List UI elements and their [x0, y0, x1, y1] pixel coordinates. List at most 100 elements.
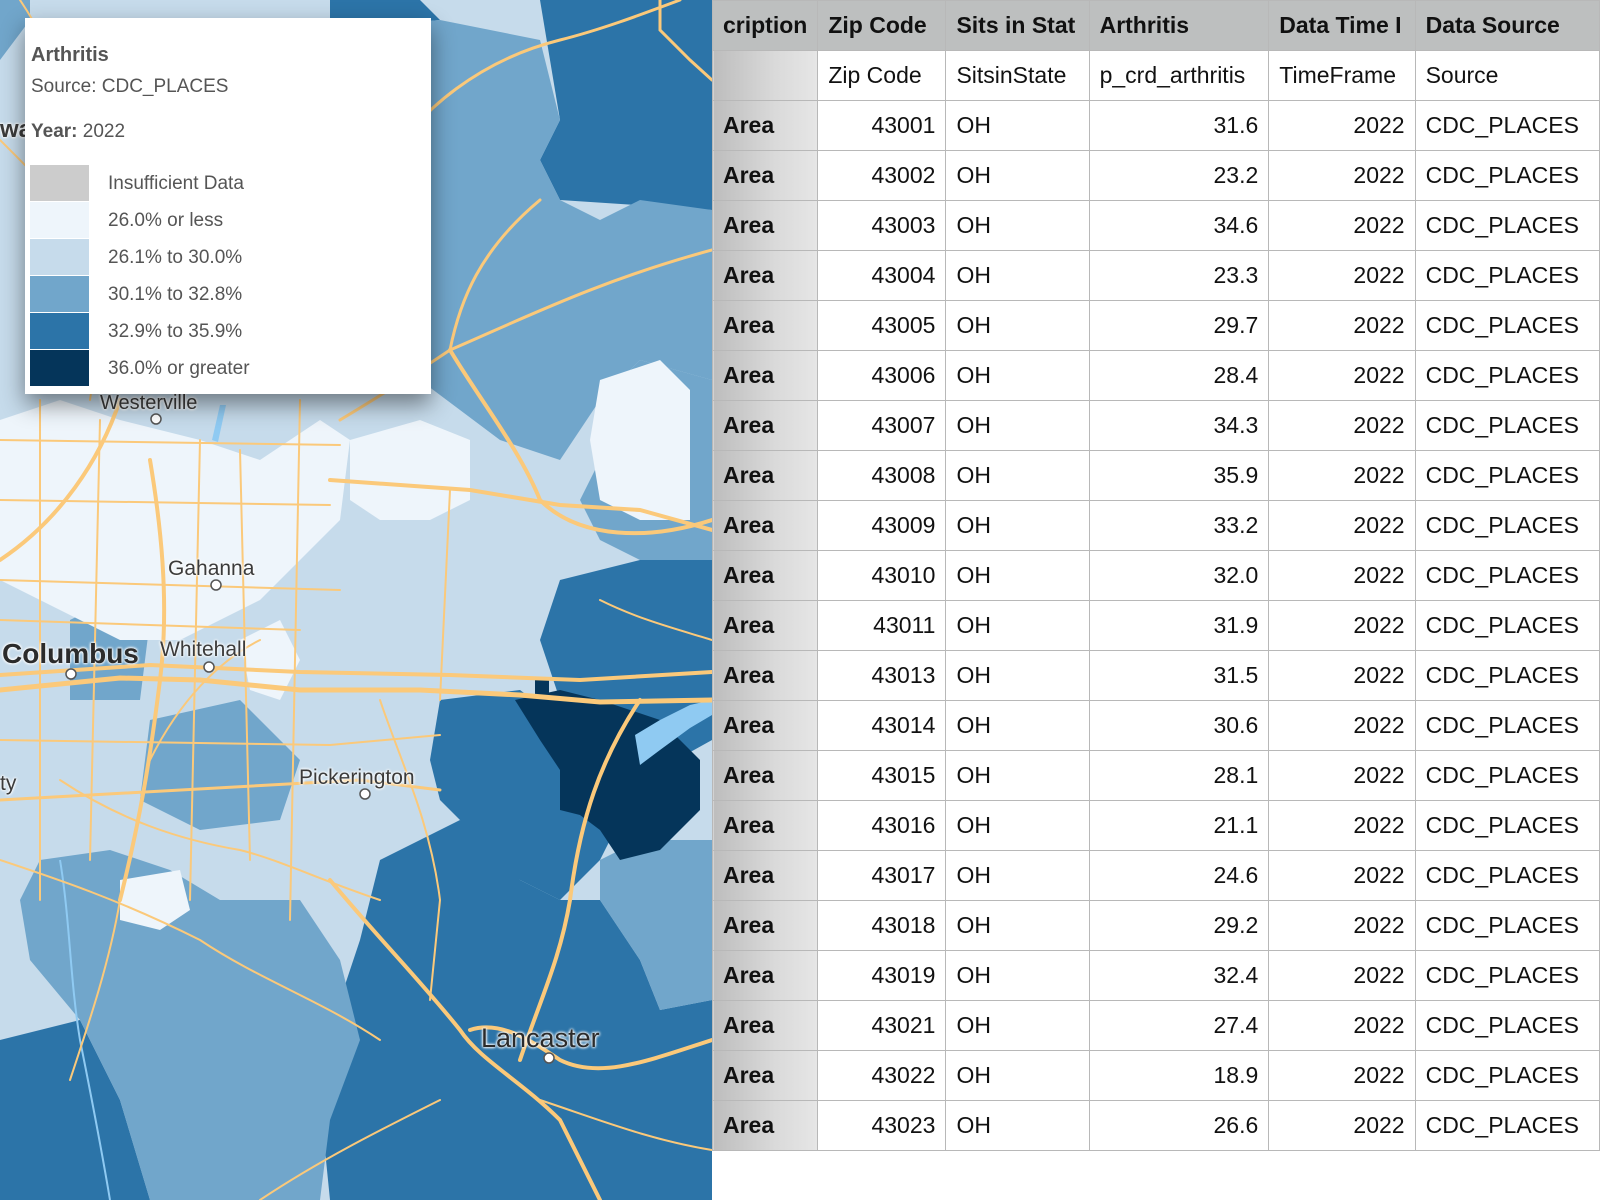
cell-zip-code[interactable]: 43003 [817, 200, 947, 251]
cell-sits-in-state[interactable]: OH [945, 300, 1090, 351]
cell-data-time[interactable]: 2022 [1268, 650, 1416, 701]
cell-data-time[interactable]: 2022 [1268, 350, 1416, 401]
cell-data-source[interactable]: CDC_PLACES [1414, 100, 1600, 151]
cell-description[interactable]: Area [712, 550, 819, 601]
cell-arthritis[interactable]: 29.7 [1088, 300, 1270, 351]
cell-arthritis[interactable]: 34.6 [1088, 200, 1270, 251]
cell-zip-code[interactable]: 43022 [817, 1050, 947, 1101]
field-name-arthritis[interactable]: p_crd_arthritis [1088, 50, 1270, 101]
cell-description[interactable]: Area [712, 750, 819, 801]
cell-data-source[interactable]: CDC_PLACES [1414, 250, 1600, 301]
cell-arthritis[interactable]: 28.4 [1088, 350, 1270, 401]
cell-description[interactable]: Area [712, 450, 819, 501]
field-name-data-source[interactable]: Source [1414, 50, 1600, 101]
cell-data-time[interactable]: 2022 [1268, 1100, 1416, 1151]
cell-sits-in-state[interactable]: OH [945, 850, 1090, 901]
cell-description[interactable]: Area [712, 400, 819, 451]
cell-description[interactable]: Area [712, 900, 819, 951]
cell-data-time[interactable]: 2022 [1268, 550, 1416, 601]
cell-arthritis[interactable]: 31.6 [1088, 100, 1270, 151]
cell-data-time[interactable]: 2022 [1268, 100, 1416, 151]
zip-regions-26-or-less[interactable] [0, 360, 690, 930]
cell-arthritis[interactable]: 28.1 [1088, 750, 1270, 801]
cell-zip-code[interactable]: 43021 [817, 1000, 947, 1051]
cell-data-time[interactable]: 2022 [1268, 850, 1416, 901]
cell-zip-code[interactable]: 43004 [817, 250, 947, 301]
cell-data-source[interactable]: CDC_PLACES [1414, 150, 1600, 201]
table-row[interactable]: Area 43007 OH 34.3 2022 CDC_PLACES [712, 400, 1600, 451]
table-row[interactable]: Area 43003 OH 34.6 2022 CDC_PLACES [712, 200, 1600, 251]
column-header-sits-in-state[interactable]: Sits in Stat [945, 0, 1090, 51]
cell-data-time[interactable]: 2022 [1268, 800, 1416, 851]
table-row[interactable]: Area 43014 OH 30.6 2022 CDC_PLACES [712, 700, 1600, 751]
cell-sits-in-state[interactable]: OH [945, 150, 1090, 201]
cell-data-source[interactable]: CDC_PLACES [1414, 1000, 1600, 1051]
cell-arthritis[interactable]: 23.3 [1088, 250, 1270, 301]
cell-data-source[interactable]: CDC_PLACES [1414, 750, 1600, 801]
cell-data-time[interactable]: 2022 [1268, 1050, 1416, 1101]
cell-sits-in-state[interactable]: OH [945, 500, 1090, 551]
cell-arthritis[interactable]: 34.3 [1088, 400, 1270, 451]
table-row[interactable]: Area 43016 OH 21.1 2022 CDC_PLACES [712, 800, 1600, 851]
table-row[interactable]: Area 43018 OH 29.2 2022 CDC_PLACES [712, 900, 1600, 951]
cell-data-time[interactable]: 2022 [1268, 300, 1416, 351]
cell-arthritis[interactable]: 32.4 [1088, 950, 1270, 1001]
cell-sits-in-state[interactable]: OH [945, 550, 1090, 601]
cell-description[interactable]: Area [712, 150, 819, 201]
table-row[interactable]: Area 43006 OH 28.4 2022 CDC_PLACES [712, 350, 1600, 401]
cell-data-source[interactable]: CDC_PLACES [1414, 700, 1600, 751]
cell-zip-code[interactable]: 43007 [817, 400, 947, 451]
cell-sits-in-state[interactable]: OH [945, 450, 1090, 501]
table-row[interactable]: Area 43008 OH 35.9 2022 CDC_PLACES [712, 450, 1600, 501]
choropleth-map[interactable]: Westerville Gahanna Columbus Whitehall P… [0, 0, 712, 1200]
table-row[interactable]: Area 43009 OH 33.2 2022 CDC_PLACES [712, 500, 1600, 551]
cell-arthritis[interactable]: 26.6 [1088, 1100, 1270, 1151]
cell-arthritis[interactable]: 18.9 [1088, 1050, 1270, 1101]
cell-data-source[interactable]: CDC_PLACES [1414, 950, 1600, 1001]
cell-description[interactable]: Area [712, 100, 819, 151]
cell-zip-code[interactable]: 43011 [817, 600, 947, 651]
column-header-zip-code[interactable]: Zip Code [817, 0, 947, 51]
cell-sits-in-state[interactable]: OH [945, 900, 1090, 951]
cell-data-source[interactable]: CDC_PLACES [1414, 650, 1600, 701]
cell-description[interactable]: Area [712, 1000, 819, 1051]
cell-sits-in-state[interactable]: OH [945, 400, 1090, 451]
cell-description[interactable]: Area [712, 500, 819, 551]
cell-data-source[interactable]: CDC_PLACES [1414, 550, 1600, 601]
cell-data-source[interactable]: CDC_PLACES [1414, 200, 1600, 251]
cell-data-source[interactable]: CDC_PLACES [1414, 350, 1600, 401]
table-row[interactable]: Area 43005 OH 29.7 2022 CDC_PLACES [712, 300, 1600, 351]
cell-data-time[interactable]: 2022 [1268, 1000, 1416, 1051]
cell-description[interactable]: Area [712, 950, 819, 1001]
cell-data-time[interactable]: 2022 [1268, 400, 1416, 451]
cell-description[interactable]: Area [712, 800, 819, 851]
cell-zip-code[interactable]: 43019 [817, 950, 947, 1001]
cell-description[interactable]: Area [712, 1050, 819, 1101]
attribute-table[interactable]: cription Zip Code Sits in Stat Arthritis Dat… [712, 0, 1600, 1151]
cell-arthritis[interactable]: 33.2 [1088, 500, 1270, 551]
table-row[interactable]: Area 43022 OH 18.9 2022 CDC_PLACES [712, 1050, 1600, 1101]
cell-arthritis[interactable]: 32.0 [1088, 550, 1270, 601]
cell-arthritis[interactable]: 35.9 [1088, 450, 1270, 501]
cell-zip-code[interactable]: 43002 [817, 150, 947, 201]
cell-sits-in-state[interactable]: OH [945, 750, 1090, 801]
cell-data-source[interactable]: CDC_PLACES [1414, 800, 1600, 851]
cell-arthritis[interactable]: 24.6 [1088, 850, 1270, 901]
cell-description[interactable]: Area [712, 700, 819, 751]
cell-arthritis[interactable]: 31.9 [1088, 600, 1270, 651]
cell-data-time[interactable]: 2022 [1268, 750, 1416, 801]
cell-sits-in-state[interactable]: OH [945, 950, 1090, 1001]
cell-description[interactable]: Area [712, 600, 819, 651]
table-row[interactable]: Area 43015 OH 28.1 2022 CDC_PLACES [712, 750, 1600, 801]
cell-data-time[interactable]: 2022 [1268, 700, 1416, 751]
cell-arthritis[interactable]: 29.2 [1088, 900, 1270, 951]
cell-data-source[interactable]: CDC_PLACES [1414, 1100, 1600, 1151]
cell-zip-code[interactable]: 43016 [817, 800, 947, 851]
cell-data-source[interactable]: CDC_PLACES [1414, 600, 1600, 651]
field-name-sits-in-state[interactable]: SitsinState [945, 50, 1090, 101]
cell-description[interactable]: Area [712, 300, 819, 351]
table-row[interactable]: Area 43004 OH 23.3 2022 CDC_PLACES [712, 250, 1600, 301]
cell-data-source[interactable]: CDC_PLACES [1414, 450, 1600, 501]
table-row[interactable]: Area 43013 OH 31.5 2022 CDC_PLACES [712, 650, 1600, 701]
cell-data-time[interactable]: 2022 [1268, 950, 1416, 1001]
